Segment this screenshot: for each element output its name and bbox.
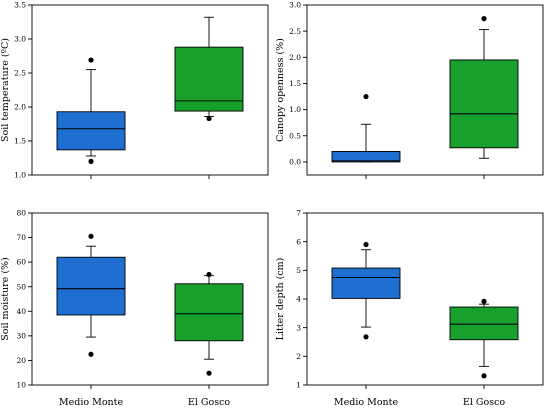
panel-1: 1.0 1.5 2.0 2.5 3.0 3.5 Soil temperature (ºC)	[0, 1, 269, 180]
y-axis-label: Canopy openness (%)	[275, 38, 286, 142]
y-tick-label: 60	[16, 258, 26, 267]
outlier-point	[206, 271, 212, 278]
y-tick-label: 6	[296, 237, 301, 246]
panel-2: 0.0 0.5 1.0 1.5 2.0 2.5 3.0 Canopy openness (%)	[275, 1, 544, 179]
outlier-point	[363, 241, 369, 248]
plot-frame	[31, 212, 269, 386]
outlier-point	[88, 57, 94, 63]
category-label: Medio Monte	[59, 397, 124, 408]
plot-frame	[31, 4, 269, 176]
y-tick-label: 5	[296, 266, 301, 275]
y-tick-label: 10	[16, 381, 26, 390]
category-label: Medio Monte	[334, 397, 399, 408]
y-tick-label: 20	[16, 356, 26, 365]
y-tick-label: 2.0	[14, 103, 26, 112]
iqr-box	[331, 151, 401, 163]
iqr-box	[331, 267, 401, 299]
category-label: El Gosco	[188, 397, 230, 408]
box-el-gosco	[174, 16, 244, 122]
y-tick-label: 0.5	[289, 131, 301, 140]
iqr-box	[174, 46, 244, 112]
y-tick-label: 2	[296, 352, 301, 361]
iqr-box	[174, 283, 244, 342]
box-el-gosco	[449, 298, 519, 379]
iqr-box	[449, 59, 519, 149]
iqr-box	[449, 306, 519, 341]
outlier-point	[88, 233, 94, 239]
y-tick-label: 2.5	[289, 27, 301, 36]
y-axis-label: Litter depth (cm)	[275, 258, 286, 341]
y-tick-label: 1.5	[289, 79, 301, 88]
outlier-point	[363, 93, 369, 100]
outlier-point	[206, 115, 212, 122]
plot-frame	[306, 212, 544, 386]
y-tick-label: 80	[16, 209, 26, 218]
box-el-gosco	[449, 16, 519, 159]
y-axis-label: Soil temperature (ºC)	[0, 38, 11, 142]
panel-3: 10 20 30 40 50 60 70 80 Soil moisture (%) Medio M…	[0, 209, 269, 408]
y-tick-label: 7	[296, 209, 301, 218]
y-tick-label: 1.0	[14, 171, 26, 180]
y-tick-label: 2.0	[289, 53, 301, 62]
category-label: El Gosco	[463, 397, 505, 408]
y-tick-label: 0.0	[289, 158, 301, 167]
y-tick-label: 40	[16, 307, 26, 316]
outlier-point	[88, 158, 94, 164]
outlier-point	[481, 298, 487, 304]
outlier-point	[206, 370, 212, 376]
y-tick-label: 3.0	[289, 1, 301, 10]
y-tick-label: 1.5	[14, 137, 26, 146]
plot-frame	[306, 4, 544, 176]
iqr-box	[56, 256, 126, 316]
box-medio-monte	[56, 233, 126, 357]
panel-4: 1 2 3 4 5 6 7 Litter depth (cm) Medio Monte El Go…	[275, 209, 544, 408]
box-medio-monte	[56, 57, 126, 164]
outlier-point	[363, 334, 369, 340]
y-tick-label: 30	[16, 331, 26, 340]
y-tick-label: 70	[16, 233, 26, 242]
y-tick-label: 2.5	[14, 69, 26, 78]
y-tick-label: 1	[296, 381, 301, 390]
box-medio-monte	[331, 93, 401, 163]
box-el-gosco	[174, 271, 244, 376]
outlier-point	[481, 16, 487, 22]
box-medio-monte	[331, 241, 401, 340]
outlier-point	[481, 373, 487, 379]
y-tick-label: 1.0	[289, 105, 301, 114]
y-tick-label: 3	[296, 323, 301, 332]
y-tick-label: 3.5	[14, 1, 26, 10]
y-axis-label: Soil moisture (%)	[0, 257, 11, 341]
iqr-box	[56, 111, 126, 151]
outlier-point	[88, 351, 94, 357]
y-tick-label: 3.0	[14, 35, 26, 44]
y-tick-label: 4	[296, 295, 301, 304]
y-tick-label: 50	[16, 282, 26, 291]
